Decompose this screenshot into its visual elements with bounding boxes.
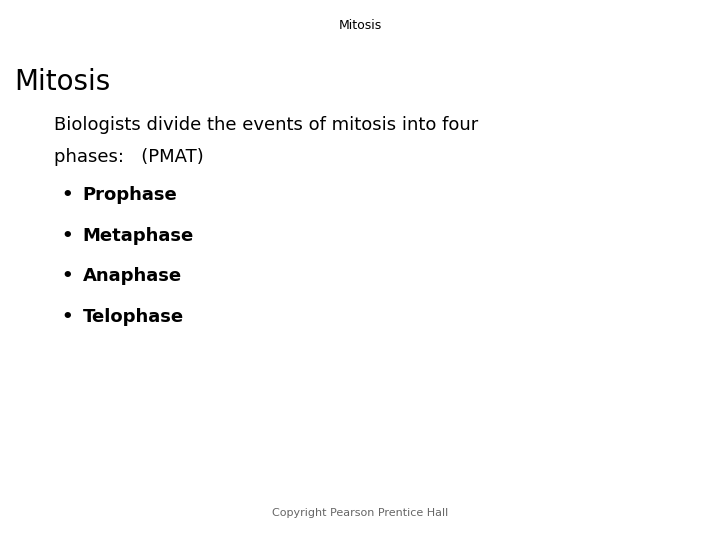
Text: Prophase: Prophase — [83, 186, 178, 204]
Text: •: • — [61, 186, 73, 204]
Text: Mitosis: Mitosis — [338, 19, 382, 32]
Text: Mitosis: Mitosis — [14, 68, 111, 96]
Text: phases:   (PMAT): phases: (PMAT) — [54, 148, 204, 166]
Text: •: • — [61, 308, 73, 326]
Text: Biologists divide the events of mitosis into four: Biologists divide the events of mitosis … — [54, 116, 478, 134]
Text: Anaphase: Anaphase — [83, 267, 182, 285]
Text: Metaphase: Metaphase — [83, 227, 194, 245]
Text: Telophase: Telophase — [83, 308, 184, 326]
Text: •: • — [61, 227, 73, 245]
Text: Copyright Pearson Prentice Hall: Copyright Pearson Prentice Hall — [272, 508, 448, 518]
Text: •: • — [61, 267, 73, 285]
